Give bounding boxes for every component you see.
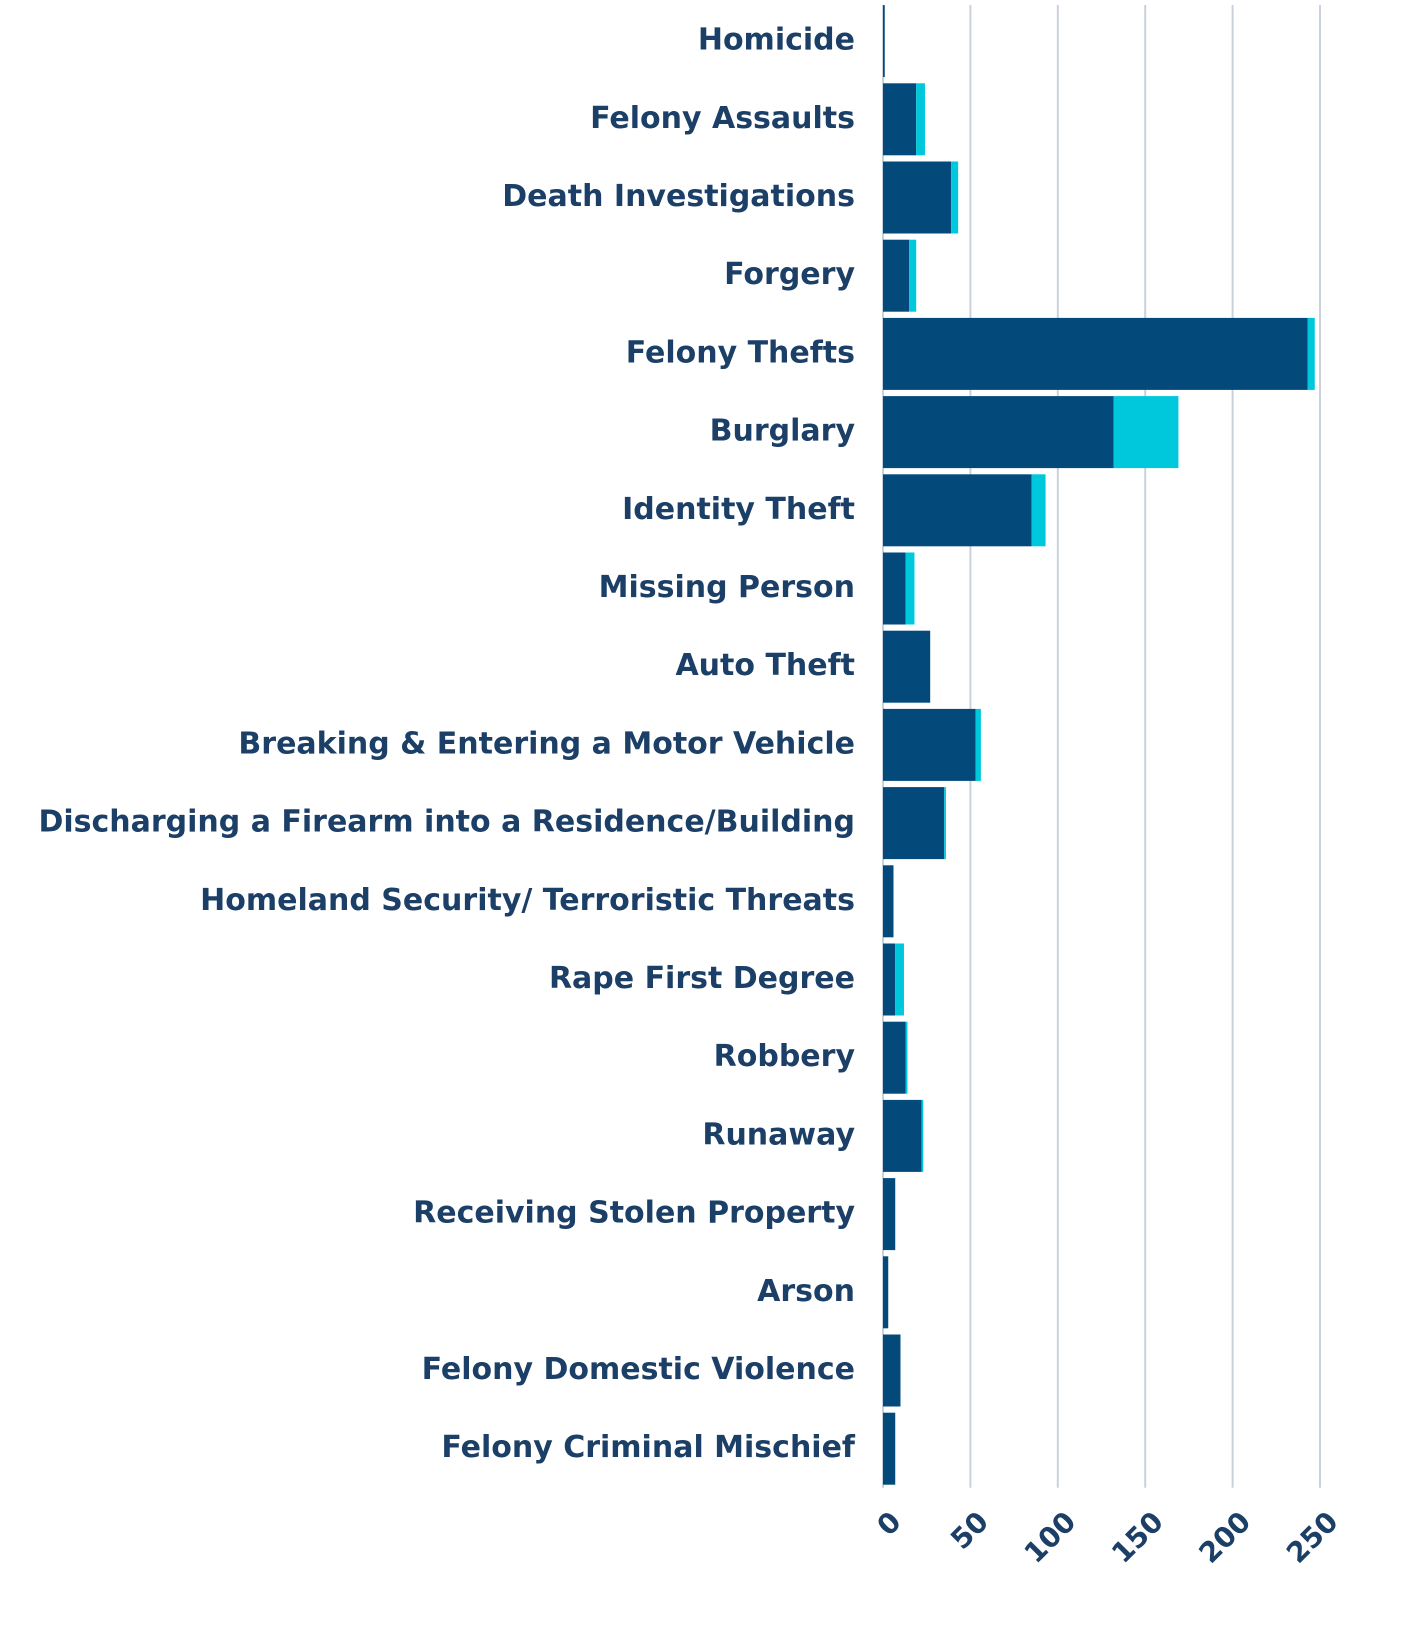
category-label: Death Investigations bbox=[502, 179, 855, 214]
x-tick-label: 150 bbox=[1105, 1505, 1170, 1570]
category-label: Missing Person bbox=[599, 570, 855, 605]
bar-segment bbox=[883, 943, 896, 1016]
bar-segment bbox=[916, 83, 925, 156]
category-label: Identity Theft bbox=[622, 492, 855, 527]
bar-segment bbox=[944, 787, 946, 860]
category-label: Discharging a Firearm into a Residence/B… bbox=[38, 805, 855, 840]
category-label: Auto Theft bbox=[675, 648, 855, 683]
bar-segment bbox=[883, 5, 885, 78]
x-tick-label: 200 bbox=[1193, 1505, 1258, 1570]
bar-segment bbox=[883, 83, 917, 156]
bar-segment bbox=[883, 630, 931, 703]
category-label: Felony Assaults bbox=[590, 101, 855, 136]
bar-segment bbox=[883, 1178, 896, 1251]
bar-segment bbox=[1031, 474, 1046, 547]
bar-segment bbox=[895, 943, 904, 1016]
category-label: Felony Thefts bbox=[626, 335, 855, 370]
bar-segment bbox=[883, 1021, 906, 1094]
bar-segment bbox=[883, 396, 1114, 469]
bar-segment bbox=[883, 161, 952, 234]
category-label: Receiving Stolen Property bbox=[413, 1196, 855, 1231]
bar-segment bbox=[883, 1256, 889, 1329]
bar-segment bbox=[883, 317, 1308, 390]
x-tick-label: 250 bbox=[1280, 1505, 1345, 1570]
category-label: Robbery bbox=[714, 1039, 856, 1074]
category-label: Arson bbox=[757, 1274, 855, 1309]
category-label: Burglary bbox=[710, 414, 856, 449]
category-label: Homicide bbox=[698, 23, 855, 58]
category-label: Felony Criminal Mischief bbox=[441, 1430, 856, 1465]
bar-segment bbox=[883, 474, 1032, 547]
category-label: Homeland Security/ Terroristic Threats bbox=[200, 883, 855, 918]
bar-segment bbox=[883, 552, 906, 625]
bar-segment bbox=[921, 1099, 924, 1172]
bar-segment bbox=[883, 787, 945, 860]
bar-segment bbox=[883, 1412, 896, 1485]
bar-segment bbox=[883, 1099, 922, 1172]
category-label: Runaway bbox=[702, 1117, 855, 1152]
bar-segment bbox=[905, 1021, 908, 1094]
category-label: Breaking & Entering a Motor Vehicle bbox=[238, 726, 855, 761]
x-tick-label: 0 bbox=[870, 1505, 907, 1542]
bar-segment bbox=[909, 239, 917, 312]
x-tick-label: 100 bbox=[1018, 1505, 1083, 1570]
bar-segment bbox=[975, 708, 981, 781]
bar-segment bbox=[883, 239, 910, 312]
category-label: Felony Domestic Violence bbox=[422, 1352, 855, 1387]
bar-segment bbox=[1307, 317, 1315, 390]
bar-segment bbox=[883, 708, 976, 781]
bar-segment bbox=[883, 865, 894, 938]
bar-segment bbox=[951, 161, 959, 234]
bar-segment bbox=[883, 1334, 901, 1407]
x-tick-label: 50 bbox=[944, 1505, 995, 1556]
bar-segment bbox=[905, 552, 915, 625]
category-label: Forgery bbox=[724, 257, 855, 292]
bar-segment bbox=[1113, 396, 1179, 469]
category-label: Rape First Degree bbox=[549, 961, 855, 996]
